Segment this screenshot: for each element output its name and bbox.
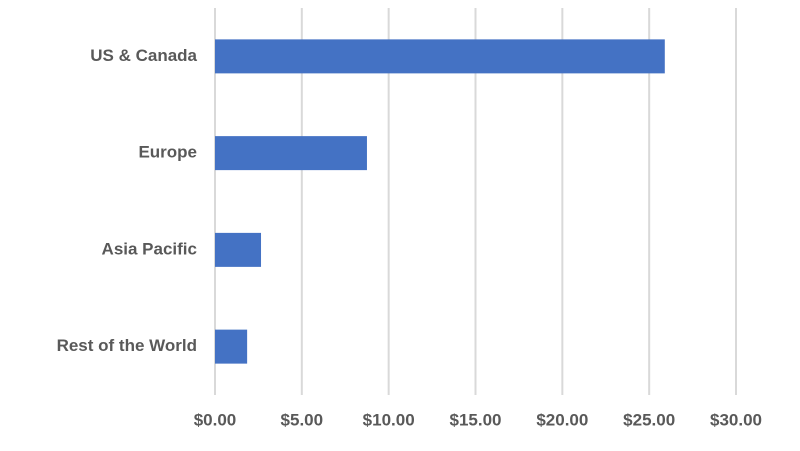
x-tick-label: $25.00 (623, 410, 675, 429)
y-tick-label: Europe (138, 143, 197, 162)
bar (215, 136, 367, 171)
x-tick-label: $0.00 (194, 410, 237, 429)
x-tick-label: $30.00 (710, 410, 762, 429)
bar (215, 232, 262, 267)
x-tick-label: $20.00 (536, 410, 588, 429)
y-tick-label: Rest of the World (57, 336, 197, 355)
y-tick-label: Asia Pacific (102, 239, 197, 258)
x-tick-label: $15.00 (450, 410, 502, 429)
x-tick-label: $10.00 (363, 410, 415, 429)
bar (215, 39, 665, 74)
y-tick-label: US & Canada (90, 46, 197, 65)
x-tick-label: $5.00 (281, 410, 324, 429)
bar (215, 329, 248, 364)
